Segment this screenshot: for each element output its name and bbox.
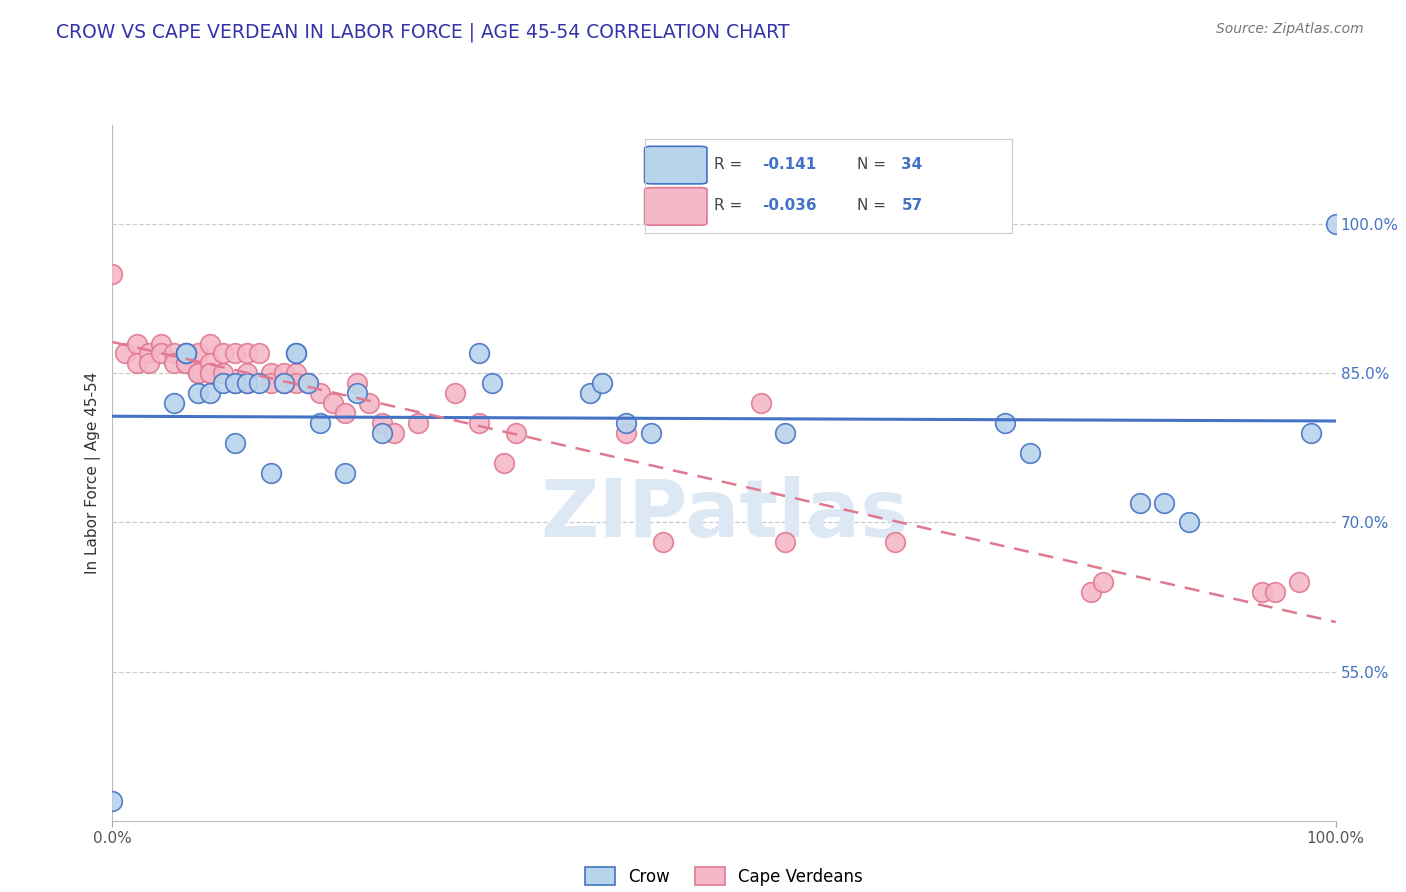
Point (309, 416, 332, 430)
Point (1324, 217, 1347, 231)
Text: CROW VS CAPE VERDEAN IN LABOR FORCE | AGE 45-54 CORRELATION CHART: CROW VS CAPE VERDEAN IN LABOR FORCE | AG… (56, 22, 790, 42)
Point (1153, 495, 1175, 509)
Point (749, 396, 772, 410)
Point (260, 466, 283, 480)
Point (408, 416, 430, 430)
Point (101, 794, 124, 808)
Point (614, 425, 637, 440)
Point (273, 376, 295, 391)
Point (333, 406, 356, 420)
Point (174, 346, 197, 360)
Point (1018, 446, 1040, 460)
Point (211, 376, 233, 391)
Point (322, 396, 344, 410)
Point (224, 436, 246, 450)
Point (284, 376, 308, 391)
Point (614, 416, 637, 430)
Point (492, 456, 515, 470)
Point (1301, 425, 1323, 440)
Text: ZIPatlas: ZIPatlas (540, 475, 908, 554)
Point (346, 376, 368, 391)
Point (884, 535, 907, 549)
Point (333, 466, 356, 480)
Point (247, 376, 270, 391)
Point (468, 416, 491, 430)
Text: Source: ZipAtlas.com: Source: ZipAtlas.com (1216, 22, 1364, 37)
Point (1288, 575, 1310, 590)
Point (346, 386, 368, 401)
Point (200, 367, 222, 381)
Point (1080, 585, 1102, 599)
Y-axis label: In Labor Force | Age 45-54: In Labor Force | Age 45-54 (86, 372, 101, 574)
Point (187, 346, 209, 360)
Point (260, 376, 283, 391)
Point (174, 346, 197, 360)
Point (297, 376, 319, 391)
Point (174, 346, 197, 360)
Point (273, 367, 295, 381)
Point (284, 367, 308, 381)
Legend: Crow, Cape Verdeans: Crow, Cape Verdeans (578, 860, 870, 892)
Point (505, 425, 527, 440)
Point (309, 386, 332, 401)
Point (481, 376, 503, 391)
Point (224, 376, 246, 391)
Point (260, 367, 283, 381)
Point (150, 346, 173, 360)
Point (1264, 585, 1286, 599)
Point (138, 346, 160, 360)
Point (382, 425, 405, 440)
Point (200, 336, 222, 351)
Point (101, 267, 124, 281)
Point (163, 356, 186, 370)
Point (125, 336, 148, 351)
Point (224, 346, 246, 360)
Point (1129, 495, 1152, 509)
Point (187, 367, 209, 381)
Point (370, 416, 392, 430)
Point (578, 386, 600, 401)
Point (284, 346, 308, 360)
Point (138, 356, 160, 370)
Point (211, 367, 233, 381)
Point (284, 346, 308, 360)
Point (1251, 585, 1274, 599)
Point (114, 346, 136, 360)
Point (211, 346, 233, 360)
Point (591, 376, 613, 391)
Point (1092, 575, 1115, 590)
Point (163, 396, 186, 410)
Point (236, 346, 259, 360)
Point (775, 535, 797, 549)
Point (468, 346, 491, 360)
Point (297, 376, 319, 391)
Point (444, 386, 467, 401)
Point (187, 386, 209, 401)
Point (200, 386, 222, 401)
Point (247, 346, 270, 360)
Point (200, 367, 222, 381)
Point (994, 416, 1017, 430)
Point (236, 376, 259, 391)
Point (236, 376, 259, 391)
Point (125, 356, 148, 370)
Point (174, 356, 197, 370)
Point (370, 425, 392, 440)
Point (640, 425, 662, 440)
Point (224, 376, 246, 391)
Point (1178, 516, 1201, 530)
Point (174, 356, 197, 370)
Point (150, 336, 173, 351)
Point (775, 425, 797, 440)
Point (163, 346, 186, 360)
Point (187, 367, 209, 381)
Point (236, 367, 259, 381)
Point (200, 356, 222, 370)
Point (359, 396, 381, 410)
Point (652, 535, 675, 549)
Point (273, 376, 295, 391)
